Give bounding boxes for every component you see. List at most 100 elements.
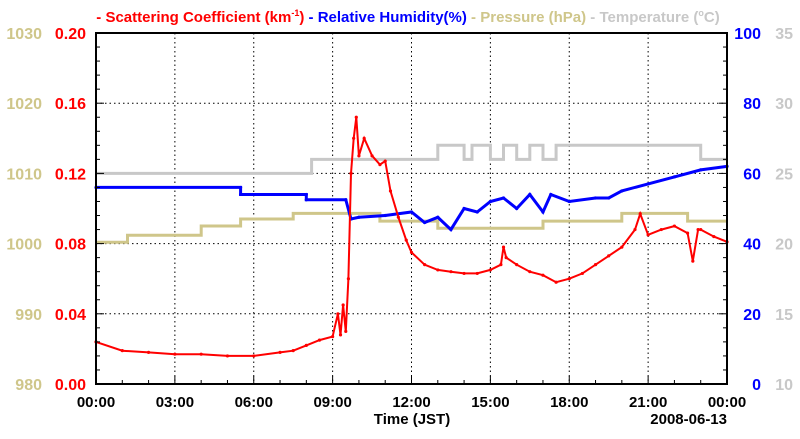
scattering-coefficient-point <box>344 329 348 333</box>
scattering-coefficient-point <box>699 227 703 232</box>
scattering-coefficient-point <box>528 270 532 274</box>
scattering-coefficient-point <box>173 352 177 356</box>
relative-humidity-point <box>646 182 650 186</box>
scattering-coefficient-point <box>146 350 151 355</box>
scattering-coefficient-point <box>120 349 124 353</box>
scattering-coefficient-point <box>338 333 343 337</box>
humidity-tick-label: 0 <box>752 377 761 394</box>
relative-humidity-point <box>304 192 308 197</box>
pressure-tick-label: 980 <box>15 377 42 394</box>
scattering-coefficient-point <box>331 335 335 339</box>
scattering-coefficient-point <box>475 271 479 276</box>
scattering-tick-label: 0.20 <box>55 26 86 43</box>
scattering-tick-label: 0.04 <box>55 307 86 324</box>
relative-humidity-point <box>304 198 308 202</box>
scattering-coefficient-point <box>352 136 356 140</box>
series-group <box>94 115 729 358</box>
x-tick-label: 18:00 <box>550 394 588 411</box>
relative-humidity-point <box>501 196 506 200</box>
pressure-tick-label: 1000 <box>6 237 42 254</box>
scattering-coefficient-point <box>378 163 382 167</box>
humidity-tick-label: 20 <box>743 307 761 324</box>
scattering-tick-label: 0.08 <box>55 237 86 254</box>
x-tick-label: 03:00 <box>156 394 194 411</box>
temperature-tick-label: 30 <box>775 96 793 113</box>
pressure-tick-label: 1020 <box>6 96 42 113</box>
scattering-coefficient-point <box>504 256 508 260</box>
scattering-coefficient-point <box>199 352 203 356</box>
legend-superscript: o <box>698 8 704 18</box>
humidity-tick-label: 60 <box>743 166 761 183</box>
x-tick-label: 12:00 <box>392 394 430 411</box>
relative-humidity-point <box>549 192 553 197</box>
relative-humidity-point <box>383 213 387 218</box>
scattering-tick-label: 0.12 <box>55 166 86 183</box>
scattering-tick-label: 0.16 <box>55 96 86 113</box>
scattering-coefficient-point <box>696 227 700 232</box>
scattering-coefficient-point <box>672 224 677 228</box>
scattering-coefficient-point <box>252 354 256 358</box>
date-label: 2008-06-13 <box>650 411 727 428</box>
temperature-tick-label: 25 <box>775 166 793 183</box>
humidity-tick-label: 80 <box>743 96 761 113</box>
scattering-coefficient-point <box>341 303 345 307</box>
scattering-coefficient-point <box>357 154 361 158</box>
humidity-tick-label: 100 <box>734 26 761 43</box>
relative-humidity-point <box>449 227 453 232</box>
scattering-coefficient-point <box>449 270 453 274</box>
relative-humidity-point <box>567 199 571 204</box>
relative-humidity-point <box>620 189 624 193</box>
scattering-coefficient-point <box>370 154 374 158</box>
scattering-coefficient-point <box>317 338 322 342</box>
temperature-tick-label: 20 <box>775 237 793 254</box>
x-tick-label: 21:00 <box>629 394 667 411</box>
scattering-coefficient-point <box>554 280 558 284</box>
temperature-tick-label: 15 <box>775 307 793 324</box>
legend-entry: Pressure (hPa) <box>480 9 586 26</box>
relative-humidity-point <box>409 210 414 214</box>
relative-humidity-point <box>239 185 243 190</box>
scattering-coefficient-point <box>607 254 611 258</box>
scattering-coefficient-point <box>436 268 440 272</box>
temperature-line <box>96 143 727 175</box>
scattering-coefficient-point <box>567 277 571 281</box>
scattering-coefficient-point <box>541 273 545 277</box>
legend: - Scattering Coefficient (km-1) - Relati… <box>96 8 719 26</box>
relative-humidity-point <box>528 192 532 197</box>
legend-entry-tail: ) <box>299 9 304 26</box>
scattering-coefficient-point <box>396 215 400 219</box>
legend-entry: Temperature ( <box>599 9 698 26</box>
scattering-coefficient-point <box>304 343 308 347</box>
x-tick-label: 00:00 <box>77 394 115 411</box>
scattering-coefficient-point <box>383 159 387 163</box>
scattering-coefficient-point <box>638 212 642 216</box>
x-axis-title: Time (JST) <box>374 411 450 428</box>
ticks <box>95 32 728 385</box>
grid <box>96 33 727 384</box>
scattering-coefficient-point <box>593 263 598 267</box>
relative-humidity-point <box>436 215 440 219</box>
scattering-coefficient-point <box>336 312 340 316</box>
scattering-coefficient-line <box>95 117 728 357</box>
relative-humidity-point <box>423 220 427 225</box>
x-tick-label: 15:00 <box>471 394 509 411</box>
humidity-tick-label: 40 <box>743 237 761 254</box>
scattering-coefficient-point <box>362 136 366 140</box>
x-tick-label: 09:00 <box>313 394 351 411</box>
scattering-coefficient-point <box>515 263 519 267</box>
scattering-coefficient-point <box>499 263 503 267</box>
scattering-coefficient-point <box>462 271 466 276</box>
scattering-tick-label: 0.00 <box>55 377 86 394</box>
relative-humidity-point <box>515 206 519 211</box>
relative-humidity-point <box>462 206 466 211</box>
relative-humidity-point <box>672 175 677 179</box>
legend-entry-tail: C) <box>704 9 720 26</box>
scattering-coefficient-point <box>580 271 584 276</box>
relative-humidity-point <box>607 196 611 200</box>
tick-labels: 00:00 03:00 06:00 09:00 12:00 15:00 18:00 21:00… <box>6 26 793 411</box>
legend-dash: - <box>304 9 317 26</box>
legend-entry: Scattering Coefficient (km <box>105 9 291 26</box>
relative-humidity-point <box>344 198 348 202</box>
relative-humidity-point <box>541 210 545 214</box>
